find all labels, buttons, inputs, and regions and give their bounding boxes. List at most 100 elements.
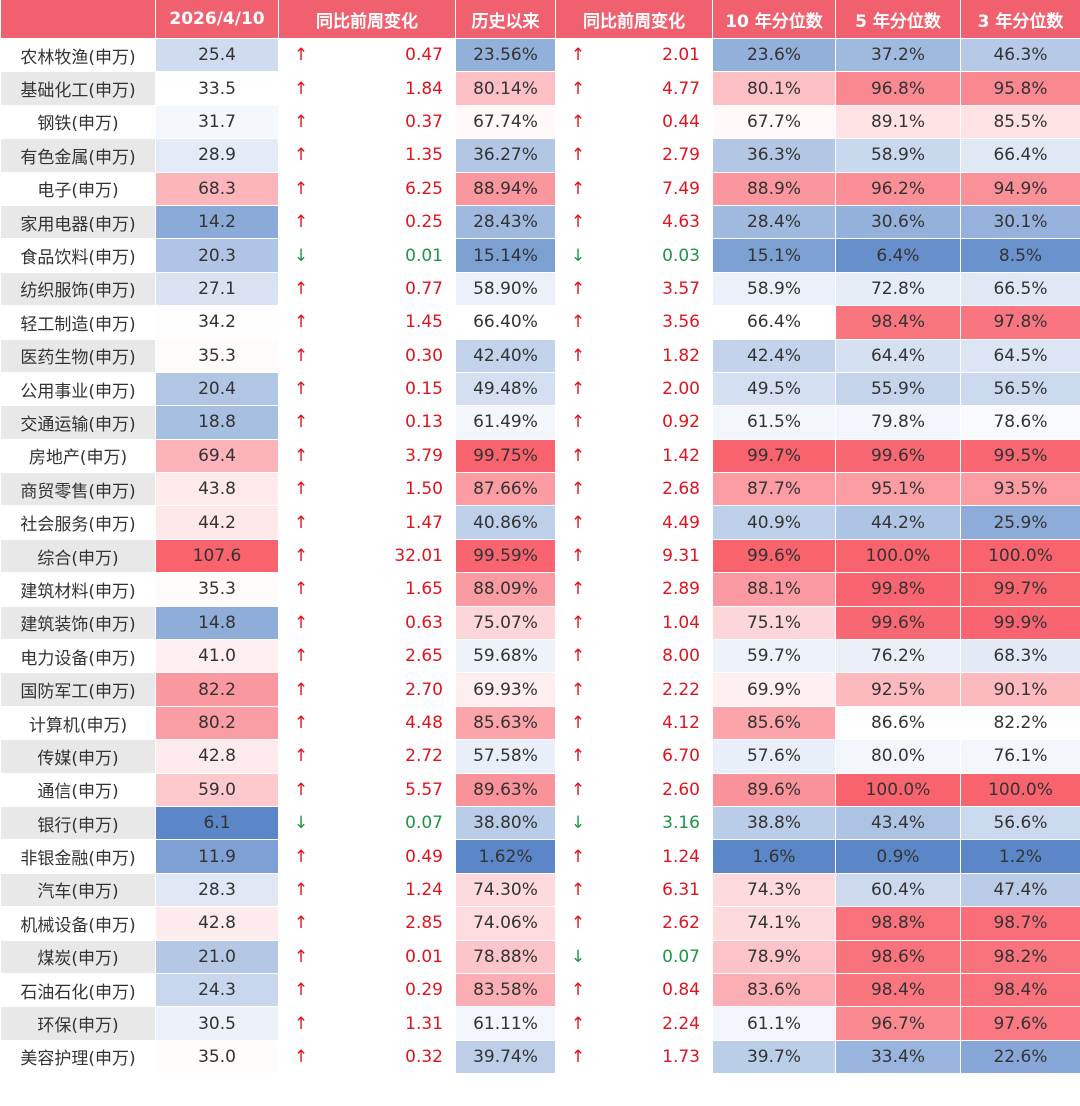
table-row: 国防军工(申万) 82.2 ↑ 2.70 69.93% ↑ 2.22 69.9% 92.5% 90… bbox=[0, 672, 1080, 707]
percentile: 58.90% bbox=[455, 271, 556, 307]
percentile: 59.68% bbox=[455, 639, 556, 674]
table-row: 综合(申万) 107.6 ↑ 32.01 99.59% ↑ 9.31 99.6% 100.0% 1… bbox=[0, 538, 1080, 574]
percentile: 8.5% bbox=[960, 238, 1080, 273]
change-arrow: ↑ bbox=[278, 572, 324, 607]
change-arrow: ↑ bbox=[278, 1006, 324, 1041]
percentile: 86.6% bbox=[835, 705, 961, 741]
change-arrow: ↑ bbox=[278, 472, 324, 507]
percentile: 99.75% bbox=[455, 438, 556, 474]
percentile: 88.9% bbox=[712, 171, 836, 206]
percentile: 78.9% bbox=[712, 939, 836, 974]
pe-value: 21.0 bbox=[155, 939, 279, 974]
table-row: 非银金融(申万) 11.9 ↑ 0.49 1.62% ↑ 1.24 1.6% 0.9% 1.2% bbox=[0, 839, 1080, 874]
percentile: 95.8% bbox=[960, 71, 1080, 106]
change-arrow: ↑ bbox=[555, 104, 601, 140]
percentile: 89.6% bbox=[712, 772, 836, 807]
change-arrow: ↑ bbox=[278, 405, 324, 440]
change-arrow: ↓ bbox=[555, 805, 601, 841]
percentile: 56.5% bbox=[960, 371, 1080, 407]
change-arrow: ↑ bbox=[555, 839, 601, 874]
industry-name: 社会服务(申万) bbox=[0, 505, 156, 540]
header-cell: 3 年分位数 bbox=[960, 0, 1080, 39]
percentile: 1.62% bbox=[455, 839, 556, 874]
weekly-change: 0.37 bbox=[323, 104, 456, 140]
percentile: 25.9% bbox=[960, 505, 1080, 540]
pe-value: 11.9 bbox=[155, 839, 279, 874]
weekly-change: 0.07 bbox=[323, 805, 456, 841]
pe-value: 42.8 bbox=[155, 906, 279, 941]
percentile: 76.1% bbox=[960, 739, 1080, 774]
change-arrow: ↓ bbox=[278, 805, 324, 841]
pe-value: 25.4 bbox=[155, 37, 279, 73]
header-cell: 10 年分位数 bbox=[712, 0, 836, 39]
weekly-change: 0.01 bbox=[323, 238, 456, 273]
percentile: 33.4% bbox=[835, 1039, 961, 1075]
percentile: 88.1% bbox=[712, 572, 836, 607]
percentile: 28.4% bbox=[712, 204, 836, 240]
percentile: 42.4% bbox=[712, 338, 836, 373]
industry-name: 传媒(申万) bbox=[0, 739, 156, 774]
weekly-change: 2.72 bbox=[323, 739, 456, 774]
industry-name: 医药生物(申万) bbox=[0, 338, 156, 373]
weekly-change: 2.68 bbox=[600, 472, 713, 507]
industry-name: 银行(申万) bbox=[0, 805, 156, 841]
percentile: 85.63% bbox=[455, 705, 556, 741]
industry-name: 农林牧渔(申万) bbox=[0, 37, 156, 73]
percentile: 74.1% bbox=[712, 906, 836, 941]
table-row: 商贸零售(申万) 43.8 ↑ 1.50 87.66% ↑ 2.68 87.7% 95.1% 93… bbox=[0, 472, 1080, 507]
percentile: 99.9% bbox=[960, 605, 1080, 641]
table-row: 交通运输(申万) 18.8 ↑ 0.13 61.49% ↑ 0.92 61.5% 79.8% 78… bbox=[0, 405, 1080, 440]
change-arrow: ↑ bbox=[278, 271, 324, 307]
weekly-change: 1.35 bbox=[323, 138, 456, 173]
industry-name: 钢铁(申万) bbox=[0, 104, 156, 140]
table-row: 通信(申万) 59.0 ↑ 5.57 89.63% ↑ 2.60 89.6% 100.0% 100… bbox=[0, 772, 1080, 807]
change-arrow: ↑ bbox=[278, 338, 324, 373]
weekly-change: 5.57 bbox=[323, 772, 456, 807]
percentile: 92.5% bbox=[835, 672, 961, 707]
weekly-change: 3.16 bbox=[600, 805, 713, 841]
percentile: 98.8% bbox=[835, 906, 961, 941]
percentile: 59.7% bbox=[712, 639, 836, 674]
percentile: 94.9% bbox=[960, 171, 1080, 206]
percentile: 23.56% bbox=[455, 37, 556, 73]
pe-value: 33.5 bbox=[155, 71, 279, 106]
percentile: 66.4% bbox=[960, 138, 1080, 173]
change-arrow: ↑ bbox=[555, 405, 601, 440]
weekly-change: 2.89 bbox=[600, 572, 713, 607]
change-arrow: ↑ bbox=[278, 37, 324, 73]
change-arrow: ↑ bbox=[555, 171, 601, 206]
industry-name: 食品饮料(申万) bbox=[0, 238, 156, 273]
table-row: 钢铁(申万) 31.7 ↑ 0.37 67.74% ↑ 0.44 67.7% 89.1% 85.5… bbox=[0, 104, 1080, 140]
header-cell: 历史以来 bbox=[455, 0, 556, 39]
weekly-change: 9.31 bbox=[600, 538, 713, 574]
weekly-change: 1.82 bbox=[600, 338, 713, 373]
table-row: 房地产(申万) 69.4 ↑ 3.79 99.75% ↑ 1.42 99.7% 99.6% 99.… bbox=[0, 438, 1080, 474]
percentile: 30.6% bbox=[835, 204, 961, 240]
percentile: 85.5% bbox=[960, 104, 1080, 140]
change-arrow: ↑ bbox=[555, 538, 601, 574]
table-row: 社会服务(申万) 44.2 ↑ 1.47 40.86% ↑ 4.49 40.9% 44.2% 25… bbox=[0, 505, 1080, 540]
header-cell bbox=[0, 0, 156, 39]
change-arrow: ↑ bbox=[555, 204, 601, 240]
percentile: 97.8% bbox=[960, 305, 1080, 340]
percentile: 88.94% bbox=[455, 171, 556, 206]
percentile: 42.40% bbox=[455, 338, 556, 373]
header-cell: 同比前周变化 bbox=[278, 0, 456, 39]
weekly-change: 2.85 bbox=[323, 906, 456, 941]
percentile: 69.93% bbox=[455, 672, 556, 707]
table-row: 基础化工(申万) 33.5 ↑ 1.84 80.14% ↑ 4.77 80.1% 96.8% 95… bbox=[0, 71, 1080, 106]
pe-value: 20.3 bbox=[155, 238, 279, 273]
percentile: 83.58% bbox=[455, 972, 556, 1008]
percentile: 36.3% bbox=[712, 138, 836, 173]
change-arrow: ↓ bbox=[555, 939, 601, 974]
change-arrow: ↑ bbox=[555, 472, 601, 507]
percentile: 61.49% bbox=[455, 405, 556, 440]
percentile: 64.4% bbox=[835, 338, 961, 373]
pe-value: 35.3 bbox=[155, 338, 279, 373]
weekly-change: 1.04 bbox=[600, 605, 713, 641]
percentile: 89.63% bbox=[455, 772, 556, 807]
percentile: 87.66% bbox=[455, 472, 556, 507]
change-arrow: ↑ bbox=[278, 505, 324, 540]
change-arrow: ↑ bbox=[555, 705, 601, 741]
